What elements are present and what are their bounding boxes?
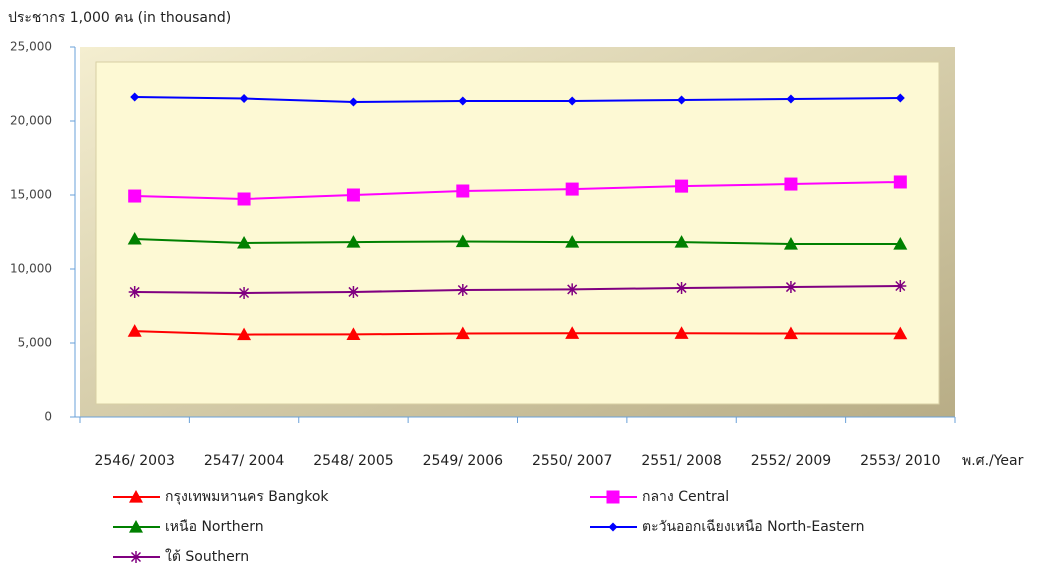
plot-area [95,61,940,405]
legend-label: กรุงเทพมหานคร Bangkok [165,489,329,505]
x-tick-label: 2551/ 2008 [641,453,721,469]
marker [128,189,142,203]
marker [127,231,142,245]
marker [456,284,469,297]
marker [894,280,907,293]
legend-label: ตะวันออกเฉียงเหนือ North-Eastern [642,519,865,535]
marker [893,326,908,340]
legend-label: ใต้ Southern [165,548,249,565]
marker [565,235,580,248]
marker [606,490,620,504]
series-line [134,96,901,104]
marker [893,175,907,189]
marker [237,192,251,206]
marker [129,520,143,533]
marker [677,95,687,105]
marker [127,324,142,337]
marker [784,281,797,294]
legend-label: กลาง Central [642,489,729,505]
marker [674,326,689,339]
marker [458,96,468,106]
x-tick-label: 2547/ 2004 [204,453,285,469]
x-tick-label: 2546/ 2003 [94,453,174,469]
marker [608,522,618,532]
marker [237,327,252,341]
x-tick-label: 2553/ 2010 [860,453,940,469]
marker [456,184,470,198]
marker [895,93,905,103]
marker [129,490,143,503]
x-tick-label: 2548/ 2005 [313,453,393,469]
y-tick-label: 5,000 [18,336,52,350]
marker [130,551,142,563]
series-line [134,330,901,336]
y-tick-label: 0 [44,410,52,424]
marker [566,283,579,296]
marker [565,182,579,196]
x-tick-label: 2549/ 2006 [423,453,504,469]
marker [783,326,798,340]
marker [455,234,470,248]
marker [238,286,251,299]
marker [565,326,580,339]
marker [893,236,908,250]
y-tick-label: 25,000 [10,40,52,54]
marker [783,236,798,250]
marker [239,94,249,104]
y-tick-label: 15,000 [10,188,52,202]
marker [784,177,798,191]
series-line [134,285,901,294]
marker [130,92,140,102]
x-tick-label: 2552/ 2009 [751,453,831,469]
marker [675,179,689,193]
y-axis-title: ประชากร 1,000 คน (in thousand) [8,10,231,26]
marker [346,235,361,248]
marker [674,235,689,248]
series-line [134,237,901,245]
y-tick-label: 20,000 [10,114,52,128]
marker [675,281,688,294]
y-tick-label: 10,000 [10,262,52,276]
marker [346,188,360,202]
marker [237,235,252,249]
marker [348,97,358,107]
x-tick-label: 2550/ 2007 [532,453,612,469]
x-axis-title: พ.ศ./Year [962,453,1024,469]
legend-label: เหนือ Northern [165,519,264,535]
series-line [134,180,901,200]
marker [567,96,577,106]
marker [786,94,796,104]
marker [347,285,360,298]
marker [346,327,361,341]
marker [128,285,141,298]
marker [455,326,470,340]
